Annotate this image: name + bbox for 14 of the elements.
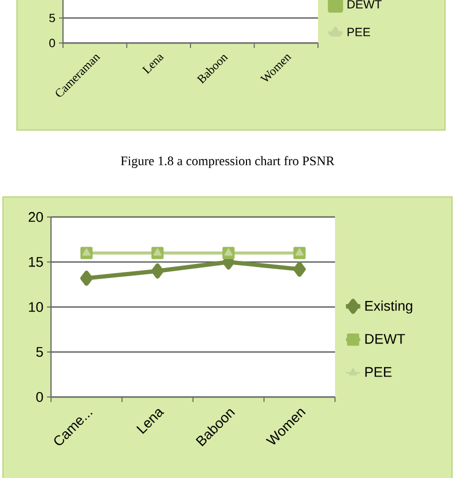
- legend-label: PEE: [348, 28, 370, 36]
- y-tick-label: 20: [28, 212, 43, 222]
- y-tick-label: 0: [36, 392, 43, 402]
- y-tick-label: 10: [29, 302, 43, 312]
- y-tick-label: 5: [49, 14, 55, 22]
- legend-label: Existing: [365, 300, 412, 314]
- legend-label: DEWT: [348, 0, 382, 8]
- caption: Figure 1.8 a compression chart fro PSNR: [120, 156, 335, 168]
- y-tick-label: 5: [36, 347, 43, 357]
- legend-label: PEE: [365, 367, 392, 377]
- y-tick-label: 15: [29, 257, 43, 267]
- y-tick-label: 0: [49, 38, 56, 48]
- legend-label: DEWT: [365, 334, 405, 344]
- x-tick-label: Lena: [142, 54, 164, 74]
